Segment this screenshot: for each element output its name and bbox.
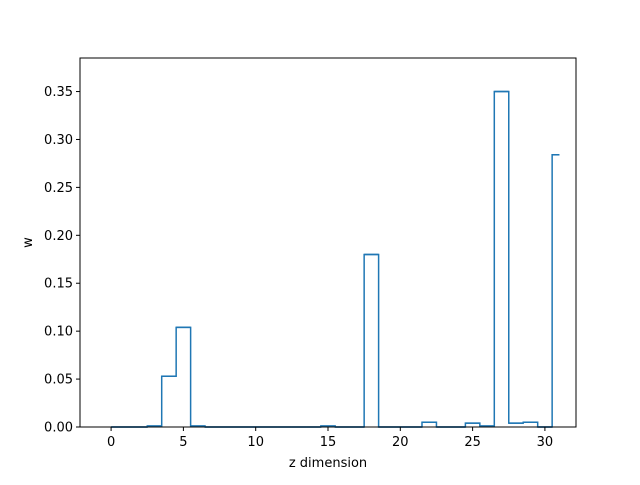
x-tick-label: 15	[320, 435, 337, 450]
y-tick-label: 0.10	[44, 325, 73, 340]
axes-frame	[79, 57, 577, 428]
y-tick-label: 0.20	[44, 229, 73, 244]
y-tick-label: 0.30	[44, 133, 73, 148]
x-tick-label: 10	[247, 435, 264, 450]
x-tick-label: 30	[537, 435, 554, 450]
x-axis-label: z dimension	[289, 456, 367, 471]
x-tick-label: 0	[107, 435, 115, 450]
y-tick-label: 0.15	[44, 277, 73, 292]
y-tick-label: 0.25	[44, 181, 73, 196]
y-axis-label: w	[21, 237, 36, 248]
y-tick-label: 0.35	[44, 85, 73, 100]
x-tick-label: 5	[179, 435, 187, 450]
series-step-line	[111, 90, 560, 428]
y-tick-label: 0.00	[44, 421, 73, 436]
y-tick-label: 0.05	[44, 373, 73, 388]
x-tick-label: 20	[392, 435, 409, 450]
x-tick-label: 25	[464, 435, 481, 450]
